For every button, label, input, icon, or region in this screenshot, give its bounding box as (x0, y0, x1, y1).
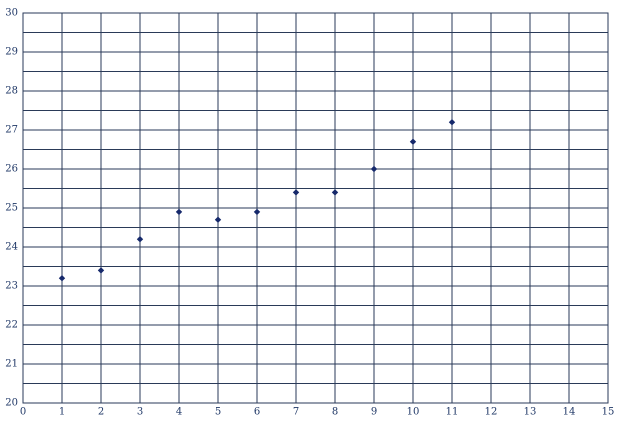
x-tick-label: 10 (407, 407, 420, 418)
data-point (409, 138, 417, 145)
x-tick-label: 9 (371, 407, 377, 418)
x-tick-label: 3 (137, 407, 143, 418)
y-tick-label: 26 (5, 164, 18, 175)
y-tick-label: 21 (5, 359, 18, 370)
x-tick-label: 6 (254, 407, 260, 418)
y-tick-label: 30 (5, 8, 18, 19)
data-point (253, 208, 261, 216)
data-point (58, 275, 66, 282)
y-tick-label: 23 (5, 281, 18, 292)
data-point (370, 165, 378, 173)
x-tick-label: 13 (524, 407, 537, 418)
data-point (97, 267, 105, 274)
y-tick-label: 28 (5, 86, 18, 97)
x-tick-label: 2 (98, 407, 104, 418)
x-tick-label: 5 (215, 407, 221, 418)
x-tick-label: 11 (446, 407, 459, 418)
y-tick-label: 20 (5, 398, 18, 409)
x-tick-label: 4 (176, 407, 182, 418)
x-tick-label: 12 (485, 407, 498, 418)
y-tick-label: 25 (5, 203, 18, 214)
y-tick-label: 22 (5, 320, 18, 331)
data-point (448, 119, 456, 126)
data-point (292, 189, 300, 196)
y-tick-label: 29 (5, 47, 18, 58)
x-tick-label: 8 (332, 407, 338, 418)
x-tick-label: 15 (602, 407, 615, 418)
x-tick-label: 0 (20, 407, 26, 418)
plot-border (22, 12, 609, 404)
x-tick-label: 7 (293, 407, 299, 418)
x-tick-label: 1 (59, 407, 65, 418)
y-tick-label: 27 (5, 125, 18, 136)
data-point (331, 189, 339, 196)
y-tick-label: 24 (5, 242, 18, 253)
data-point (175, 208, 183, 216)
x-tick-label: 14 (563, 407, 576, 418)
data-point (214, 216, 222, 223)
data-point (136, 236, 144, 243)
